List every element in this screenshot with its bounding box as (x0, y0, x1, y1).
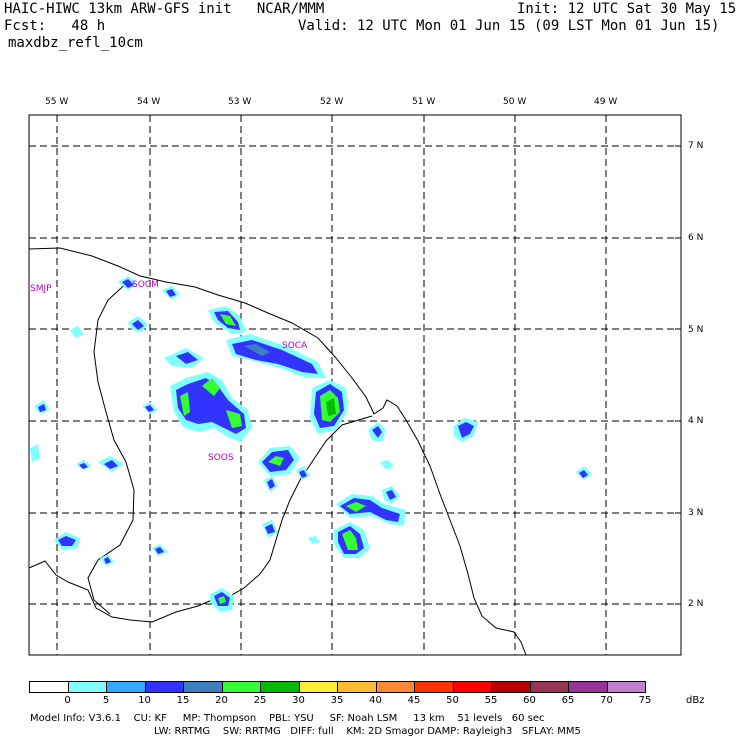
refl-cell (176, 378, 246, 434)
refl-cell (244, 344, 270, 356)
colorbar-level-label: 55 (484, 695, 498, 706)
refl-cell (326, 398, 336, 416)
colorbar-level-label: 5 (102, 695, 110, 706)
header-forecast-hour: Fcst: 48 h (4, 18, 106, 34)
lon-label-49w: 49 W (594, 97, 618, 107)
colorbar-swatch (375, 681, 415, 693)
refl-cell (372, 426, 382, 438)
refl-cell (268, 456, 284, 466)
border-west (28, 415, 373, 623)
header-valid-time: Valid: 12 UTC Mon 01 Jun 15 (09 LST Mon … (298, 18, 720, 34)
refl-cell (180, 392, 190, 416)
colorbar-swatch (491, 681, 531, 693)
refl-cell (265, 524, 275, 534)
coastline (28, 247, 527, 656)
colorbar-swatch (452, 681, 492, 693)
refl-cell (579, 470, 588, 478)
colorbar-swatch (183, 681, 223, 693)
lat-label-5n: 5 N (688, 325, 704, 335)
colorbar-level-label: 50 (446, 695, 459, 706)
colorbar-unit: dBz (686, 695, 705, 706)
station-label-soos: SOOS (208, 453, 234, 463)
refl-cell (132, 320, 144, 330)
header-init-time: Init: 12 UTC Sat 30 May 15 (517, 1, 737, 17)
colorbar-swatch (67, 681, 107, 693)
colorbar-level-label: 20 (215, 695, 228, 706)
border-suriname-guyane (87, 279, 135, 615)
refl-cell (458, 422, 474, 438)
map-ticks (56, 115, 681, 605)
footer-model-info: Model Info: V3.6.1 CU: KF MP: Thompson P… (30, 713, 545, 724)
colorbar-swatch (568, 681, 608, 693)
colorbar-level-label: 35 (330, 695, 344, 706)
refl-cell (299, 470, 307, 478)
lat-label-7n: 7 N (688, 141, 704, 151)
refl-cell (166, 289, 176, 297)
refl-cell (308, 536, 320, 544)
refl-cell (70, 326, 84, 338)
refl-cell (342, 530, 358, 550)
refl-cell (79, 463, 88, 469)
refl-cell (30, 444, 40, 462)
station-label-socm: SOCM (132, 280, 159, 290)
colorbar-level-label: 60 (523, 695, 536, 706)
refl-cell (202, 378, 220, 396)
refl-cell (145, 405, 154, 412)
reflectivity-cells (30, 276, 592, 612)
refl-cell (176, 352, 198, 364)
refl-cell (386, 490, 396, 500)
header-title: HAIC-HIWC 13km ARW-GFS init NCAR/MMM (4, 1, 325, 17)
colorbar-swatch (529, 681, 569, 693)
refl-cell (346, 502, 366, 512)
colorbar-level-label: 0 (64, 695, 71, 706)
colorbar-swatch (29, 681, 69, 693)
colorbar-level-label: 70 (600, 695, 613, 706)
lon-label-53w: 53 W (228, 97, 252, 107)
lat-label-4n: 4 N (688, 416, 704, 426)
colorbar-level-label: 25 (253, 695, 267, 706)
refl-cell (104, 557, 111, 564)
colorbar-swatch (337, 681, 377, 693)
station-label-soca: SOCA (282, 341, 308, 351)
refl-cell (220, 314, 236, 326)
colorbar-swatch (414, 681, 454, 693)
lon-label-50w: 50 W (503, 97, 527, 107)
colorbar-level-label: 65 (561, 695, 575, 706)
refl-cell (38, 404, 46, 412)
refl-cell (267, 479, 275, 489)
footer-physics-info: LW: RRTMG SW: RRTMG DIFF: full KM: 2D Sm… (154, 726, 581, 737)
colorbar-level-label: 10 (138, 695, 151, 706)
lat-label-2n: 2 N (688, 599, 704, 609)
refl-cell (380, 460, 394, 470)
colorbar-swatch (260, 681, 300, 693)
colorbar-level-label: 30 (292, 695, 305, 706)
refl-cell (218, 596, 226, 604)
header-field-name: maxdbz_refl_10cm (8, 35, 143, 51)
colorbar-swatch (298, 681, 338, 693)
colorbar-level-label: 40 (369, 695, 382, 706)
refl-cell (226, 410, 242, 428)
lon-label-52w: 52 W (320, 97, 344, 107)
refl-cell (104, 460, 118, 469)
lat-label-6n: 6 N (688, 233, 704, 243)
refl-cell (58, 536, 76, 546)
lon-label-55w: 55 W (45, 97, 69, 107)
refl-cell (155, 547, 164, 554)
refl-cell (122, 279, 134, 288)
lat-label-3n: 3 N (688, 508, 704, 518)
colorbar-swatch (221, 681, 261, 693)
lat-lon-grid (29, 115, 681, 655)
lon-label-51w: 51 W (412, 97, 436, 107)
lon-label-54w: 54 W (137, 97, 161, 107)
colorbar-swatch (606, 681, 646, 693)
colorbar-swatch (144, 681, 184, 693)
colorbar-swatch (106, 681, 146, 693)
map-frame (28, 114, 682, 656)
station-label-smjp: SMJP (30, 284, 52, 294)
colorbar-level-label: 15 (176, 695, 190, 706)
colorbar-level-label: 45 (407, 695, 421, 706)
colorbar-level-label: 75 (638, 695, 652, 706)
